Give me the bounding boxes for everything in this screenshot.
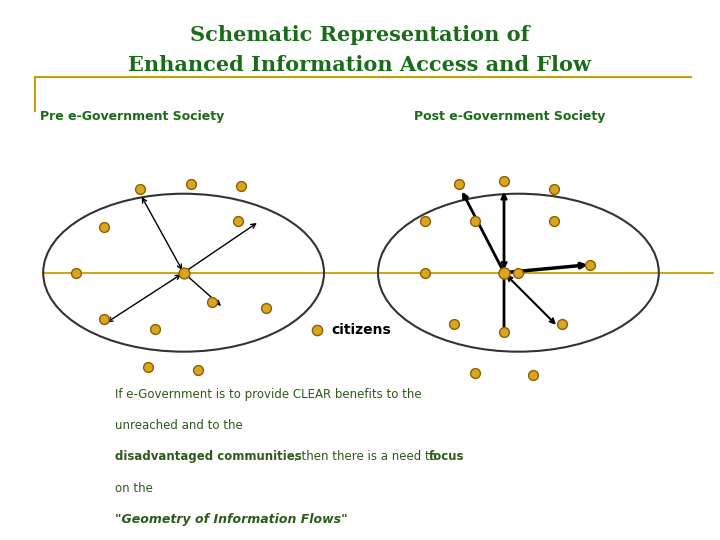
Point xyxy=(99,222,110,231)
Text: Pre e-Government Society: Pre e-Government Society xyxy=(40,110,224,123)
Point xyxy=(498,328,510,336)
Text: disadvantaged communities: disadvantaged communities xyxy=(115,450,302,463)
Text: Schematic Representation of: Schematic Representation of xyxy=(190,25,530,45)
Text: Enhanced Information Access and Flow: Enhanced Information Access and Flow xyxy=(128,55,592,75)
Point xyxy=(192,366,204,374)
Point xyxy=(469,217,481,226)
Text: , then there is a need to: , then there is a need to xyxy=(294,450,441,463)
Point xyxy=(556,320,567,328)
Point xyxy=(311,326,323,335)
Point xyxy=(498,268,510,277)
Point xyxy=(135,185,146,193)
Text: on the: on the xyxy=(115,482,153,495)
Point xyxy=(178,268,189,277)
Point xyxy=(261,303,272,312)
Point xyxy=(185,179,197,188)
Point xyxy=(419,268,431,277)
Point xyxy=(419,217,431,226)
Point xyxy=(207,298,218,307)
Text: unreached and to the: unreached and to the xyxy=(115,419,243,432)
Point xyxy=(149,325,161,334)
Text: "Geometry of Information Flows": "Geometry of Information Flows" xyxy=(115,513,348,526)
Point xyxy=(142,363,153,372)
Point xyxy=(585,260,596,269)
Point xyxy=(70,268,81,277)
Point xyxy=(527,371,539,380)
Point xyxy=(235,182,247,191)
Text: Post e-Government Society: Post e-Government Society xyxy=(414,110,606,123)
Point xyxy=(99,314,110,323)
Point xyxy=(469,368,481,377)
Point xyxy=(513,268,524,277)
Point xyxy=(232,217,243,226)
Point xyxy=(498,177,510,185)
Point xyxy=(178,268,189,277)
Point xyxy=(549,185,560,193)
Point xyxy=(448,320,459,328)
Point xyxy=(549,217,560,226)
Text: focus: focus xyxy=(429,450,464,463)
Text: citizens: citizens xyxy=(331,323,391,338)
Text: If e-Government is to provide CLEAR benefits to the: If e-Government is to provide CLEAR bene… xyxy=(115,388,422,401)
Point xyxy=(454,179,465,188)
